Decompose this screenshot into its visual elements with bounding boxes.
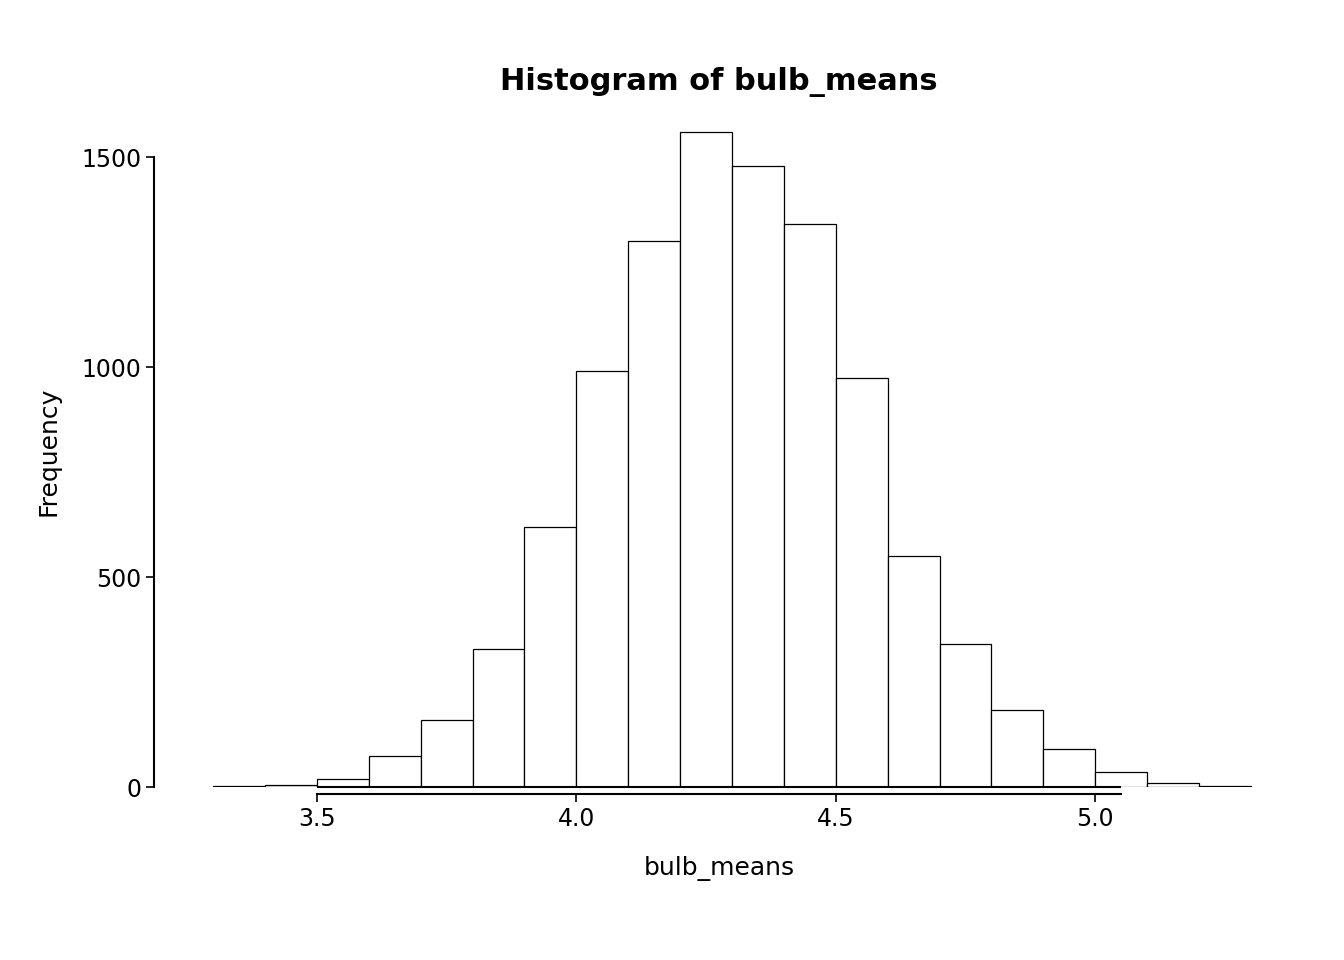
Bar	[887, 556, 939, 787]
Bar	[421, 720, 473, 787]
Bar	[265, 785, 317, 787]
Bar	[317, 779, 368, 787]
Bar	[473, 649, 524, 787]
Bar	[628, 241, 680, 787]
Bar	[939, 644, 992, 787]
Bar	[992, 709, 1043, 787]
Bar	[1146, 783, 1199, 787]
Bar	[368, 756, 421, 787]
Bar	[1043, 750, 1095, 787]
Bar	[732, 165, 784, 787]
Bar	[577, 372, 628, 787]
Y-axis label: Frequency: Frequency	[36, 387, 60, 516]
Bar	[836, 377, 887, 787]
Bar	[680, 132, 732, 787]
X-axis label: bulb_means: bulb_means	[644, 856, 794, 881]
Bar	[784, 225, 836, 787]
Bar	[524, 527, 577, 787]
Bar	[1095, 773, 1146, 787]
Bar	[1199, 786, 1251, 787]
Title: Histogram of bulb_means: Histogram of bulb_means	[500, 67, 938, 97]
